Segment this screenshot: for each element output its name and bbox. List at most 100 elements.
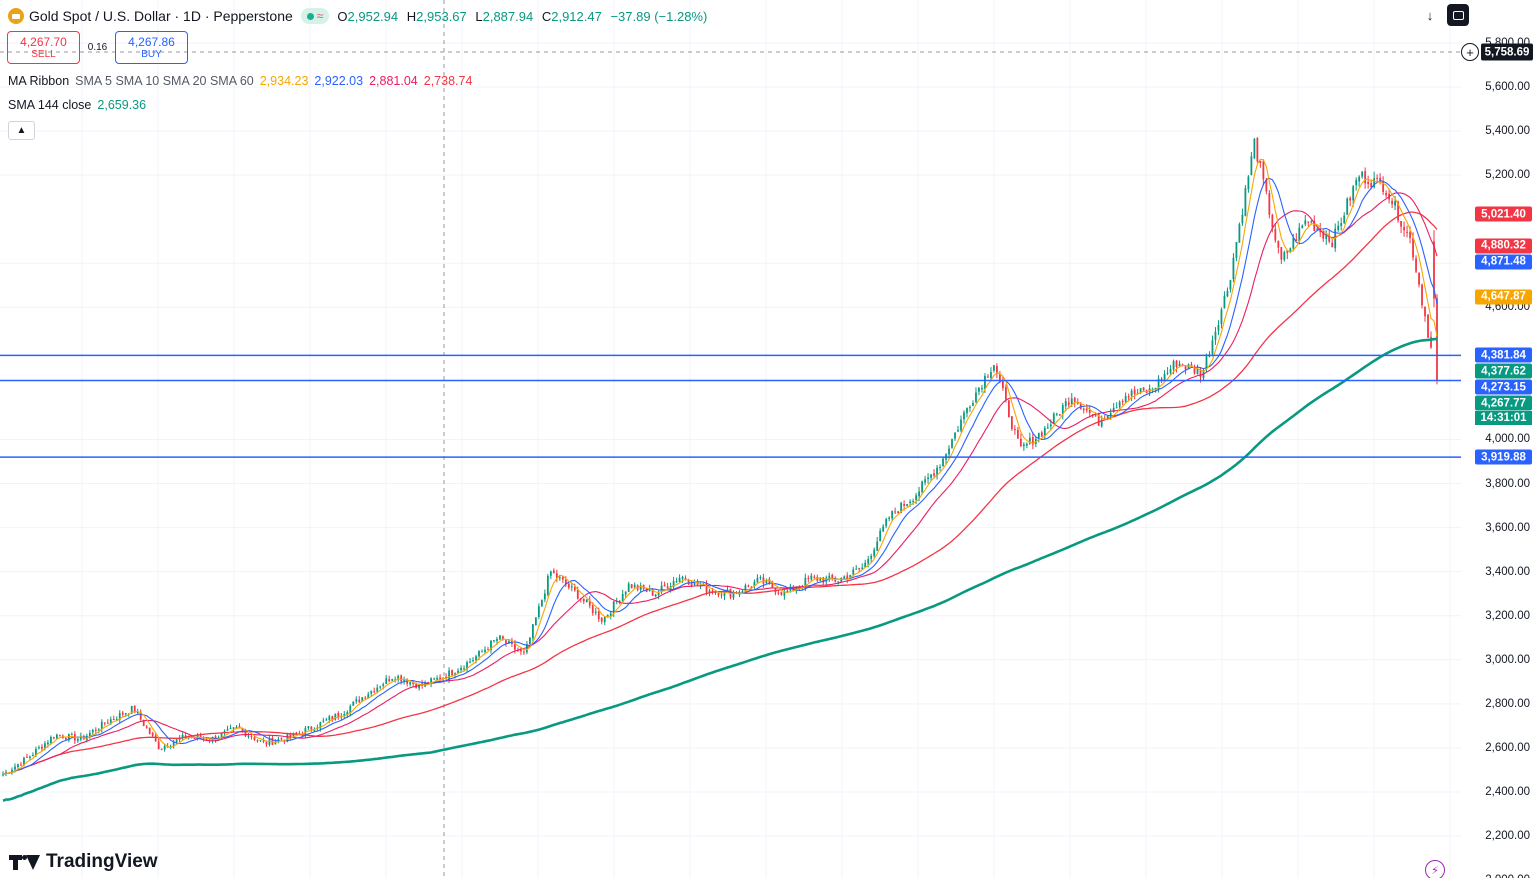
download-button[interactable]: ↓ bbox=[1419, 4, 1441, 26]
candle-body bbox=[304, 728, 307, 735]
ma-ribbon-params: SMA 5 SMA 10 SMA 20 SMA 60 bbox=[75, 74, 254, 88]
candle-body bbox=[612, 601, 615, 614]
sma144-legend[interactable]: SMA 144 close 2,659.36 bbox=[8, 98, 152, 112]
y-tick-label: 4,000.00 bbox=[1485, 433, 1530, 446]
candle-body bbox=[687, 579, 690, 585]
candle-body bbox=[1430, 336, 1432, 348]
candle-body bbox=[1196, 368, 1199, 375]
candle-body bbox=[1277, 240, 1280, 248]
candle-body bbox=[268, 738, 271, 745]
plus-icon[interactable]: + bbox=[1461, 43, 1479, 61]
sma144-line bbox=[2, 337, 1438, 803]
candle-body bbox=[1280, 247, 1283, 260]
collapse-legend-button[interactable]: ▲ bbox=[8, 121, 35, 140]
candle-body bbox=[531, 624, 534, 639]
market-status-badge[interactable]: ≈ bbox=[300, 8, 330, 24]
candle-body bbox=[361, 697, 364, 702]
candle-body bbox=[14, 766, 16, 770]
candle-body bbox=[867, 558, 870, 564]
sell-button[interactable]: 4,267.70 SELL bbox=[7, 31, 80, 64]
candle-body bbox=[1025, 443, 1028, 446]
candle-body bbox=[1301, 225, 1304, 229]
candle-body bbox=[418, 683, 421, 689]
candle-body bbox=[1352, 186, 1355, 201]
candle-body bbox=[109, 719, 112, 724]
candle-body bbox=[624, 591, 627, 595]
candle-body bbox=[1031, 436, 1034, 445]
candle-body bbox=[543, 593, 546, 600]
candle-body bbox=[1244, 188, 1247, 216]
sell-label: SELL bbox=[31, 48, 56, 60]
candle-body bbox=[996, 366, 998, 374]
candle-body bbox=[936, 467, 938, 476]
candle-body bbox=[26, 756, 28, 758]
candle-body bbox=[283, 739, 286, 742]
candle-body bbox=[1005, 387, 1007, 400]
candle-body bbox=[412, 682, 415, 684]
candle-body bbox=[570, 586, 573, 588]
buy-button[interactable]: 4,267.86 BUY bbox=[115, 31, 188, 64]
candle-body bbox=[436, 677, 438, 680]
candle-body bbox=[870, 555, 873, 559]
candle-body bbox=[1049, 424, 1052, 427]
candle-body bbox=[708, 590, 711, 593]
candle-body bbox=[954, 432, 956, 439]
symbol-title[interactable]: Gold Spot / U.S. Dollar · 1D · Peppersto… bbox=[29, 8, 293, 24]
candle-body bbox=[1124, 396, 1127, 403]
candle-body bbox=[1355, 179, 1358, 186]
candle-body bbox=[882, 526, 885, 532]
candle-body bbox=[157, 741, 160, 750]
sma5-line bbox=[2, 158, 1438, 775]
candle-body bbox=[810, 575, 813, 580]
fullscreen-button[interactable] bbox=[1447, 4, 1469, 26]
candle-body bbox=[35, 748, 37, 756]
candle-body bbox=[975, 392, 977, 402]
candle-body bbox=[1013, 428, 1016, 431]
candle-body bbox=[1154, 387, 1157, 390]
tradingview-logo[interactable]: TradingView bbox=[9, 851, 158, 873]
candle-body bbox=[618, 601, 621, 603]
price-axis[interactable]: 5,800.005,600.005,400.005,200.004,800.00… bbox=[1461, 0, 1533, 878]
candle-body bbox=[951, 439, 953, 448]
candle-body bbox=[64, 737, 67, 740]
candle-body bbox=[55, 734, 58, 739]
candle-body bbox=[1373, 178, 1376, 187]
candle-body bbox=[364, 697, 367, 699]
candle-body bbox=[834, 578, 837, 582]
y-tick-label: 3,200.00 bbox=[1485, 609, 1530, 622]
candle-body bbox=[663, 584, 666, 587]
candle-body bbox=[639, 585, 642, 591]
candle-body bbox=[552, 570, 555, 574]
candle-body bbox=[1370, 183, 1373, 188]
candle-body bbox=[235, 726, 238, 729]
candle-body bbox=[118, 713, 121, 720]
candle-body bbox=[1304, 220, 1307, 225]
candle-body bbox=[313, 729, 316, 731]
candle-body bbox=[780, 592, 783, 595]
candle-body bbox=[660, 585, 663, 591]
candle-body bbox=[561, 576, 564, 580]
candle-body bbox=[229, 728, 232, 730]
candle-body bbox=[627, 583, 630, 592]
candle-body bbox=[1166, 372, 1169, 374]
ma-ribbon-legend[interactable]: MA Ribbon SMA 5 SMA 10 SMA 20 SMA 60 2,9… bbox=[8, 74, 478, 88]
lightning-icon: ⚡ bbox=[1431, 864, 1439, 877]
candle-body bbox=[831, 574, 834, 580]
price-chart[interactable] bbox=[0, 0, 1461, 878]
candle-body bbox=[924, 479, 926, 483]
candle-body bbox=[259, 740, 262, 742]
candle-body bbox=[1016, 429, 1019, 439]
candle-body bbox=[406, 680, 409, 684]
candle-body bbox=[630, 584, 633, 589]
candle-body bbox=[903, 504, 906, 506]
candle-body bbox=[1007, 400, 1010, 418]
candle-body bbox=[100, 721, 103, 730]
candle-body bbox=[549, 571, 552, 576]
candle-body bbox=[1142, 387, 1145, 391]
lightning-button[interactable]: ⚡ bbox=[1425, 860, 1445, 878]
candle-body bbox=[1022, 444, 1025, 447]
candle-body bbox=[957, 429, 959, 432]
candle-body bbox=[133, 705, 136, 713]
candle-body bbox=[606, 614, 609, 617]
candle-body bbox=[1058, 414, 1061, 416]
